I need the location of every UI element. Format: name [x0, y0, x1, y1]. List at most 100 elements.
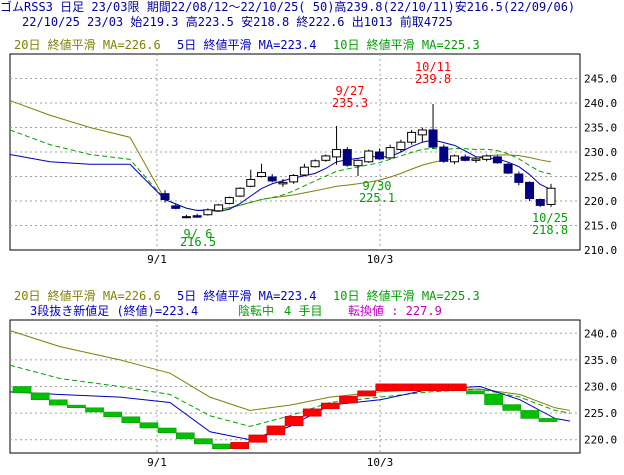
legend-ma20: 20日 終値平滑 MA=226.6	[14, 37, 161, 52]
up-brick	[411, 383, 431, 392]
candle-body	[278, 181, 288, 185]
up-brick	[429, 383, 449, 392]
legend-state: 陰転中	[238, 303, 274, 318]
ma10-line	[9, 129, 552, 211]
x-tick-label: 10/3	[367, 253, 394, 266]
down-brick	[484, 393, 503, 405]
candle-body	[450, 155, 459, 163]
chart-header-line2: 22/10/25 23/03 始219.3 高223.5 安218.8 終222…	[0, 15, 624, 30]
up-brick	[339, 395, 358, 404]
annotation-date: 10/11	[415, 60, 451, 74]
y-tick-label: 235.0	[584, 354, 617, 367]
legend2-ma10: 10日 終値平滑 MA=225.3	[333, 288, 480, 303]
annotation-value: 218.8	[532, 223, 568, 237]
legend2-ma5: 5日 終値平滑 MA=223.4	[177, 288, 316, 303]
down-brick	[538, 418, 558, 422]
candle-body	[471, 158, 481, 161]
candle-body	[342, 149, 352, 166]
y-tick-label: 230.0	[584, 146, 617, 159]
down-brick	[502, 404, 522, 411]
candle-body	[192, 215, 202, 218]
annotation-date: 9/ 6	[184, 227, 213, 241]
candle-body	[299, 166, 309, 176]
y-tick-label: 215.0	[584, 220, 617, 233]
y-tick-label: 235.0	[584, 122, 617, 135]
up-brick	[284, 416, 304, 427]
x-tick-label: 9/1	[147, 456, 167, 469]
candle-body	[546, 187, 556, 205]
candle-body	[353, 159, 363, 167]
legend2-ma20: 20日 終値平滑 MA=226.6	[14, 288, 161, 303]
candle-body	[310, 160, 320, 168]
ma20-line	[9, 100, 552, 211]
up-brick	[302, 408, 322, 417]
candle-body	[267, 176, 277, 182]
down-brick	[194, 438, 213, 445]
y-tick-label: 225.0	[584, 171, 617, 184]
candle-body	[374, 151, 384, 160]
annotation-date: 9/27	[336, 84, 365, 98]
up-brick	[375, 383, 395, 392]
down-brick	[85, 407, 104, 413]
candle-body	[246, 178, 256, 187]
up-brick	[248, 434, 268, 443]
annotation-date: 9/30	[363, 179, 392, 193]
down-brick	[30, 392, 50, 401]
annotation-value: 216.5	[180, 235, 216, 249]
candle-body	[235, 187, 245, 197]
down-brick	[212, 443, 231, 449]
candle-body	[439, 146, 449, 162]
candle-body	[492, 156, 502, 164]
candle-body	[503, 163, 513, 174]
up-brick	[447, 383, 467, 392]
candle-body	[181, 216, 191, 219]
down-brick	[157, 427, 177, 434]
chart-header-line1: ゴムRSS3 日足 23/03限 期間22/08/12～22/10/25( 50…	[0, 0, 624, 15]
up-brick	[266, 425, 286, 436]
candle-body	[171, 205, 181, 209]
legend-steps: 4 手目	[284, 304, 322, 318]
up-brick	[321, 402, 340, 410]
candle-body	[417, 129, 427, 136]
down-brick	[121, 416, 141, 423]
up-brick	[393, 383, 413, 392]
down-brick	[103, 411, 123, 418]
down-brick	[175, 432, 195, 439]
candle-body	[514, 173, 524, 183]
candle-body	[224, 197, 234, 204]
candle-body	[525, 181, 535, 200]
legend-ma5: 5日 終値平滑 MA=223.4	[177, 37, 316, 52]
down-brick	[12, 386, 32, 394]
candle-body	[535, 199, 545, 206]
candle-body	[160, 193, 170, 201]
y-tick-label: 240.0	[584, 327, 617, 340]
candle-body	[203, 209, 213, 216]
down-brick	[48, 399, 68, 406]
x-tick-label: 10/3	[367, 456, 394, 469]
y-tick-label: 240.0	[584, 97, 617, 110]
down-brick	[520, 410, 540, 419]
y-tick-label: 210.0	[584, 244, 617, 257]
candle-body	[321, 155, 331, 161]
up-brick	[230, 442, 249, 449]
candle-body	[428, 129, 438, 148]
up-brick	[357, 390, 376, 397]
y-tick-label: 225.0	[584, 407, 617, 420]
y-tick-label: 220.0	[584, 195, 617, 208]
y-tick-label: 220.0	[584, 434, 617, 447]
candle-body	[396, 141, 406, 151]
annotation-value: 235.3	[332, 96, 368, 110]
ma20-line-lower	[9, 330, 571, 411]
candle-body	[407, 131, 417, 143]
candle-body	[482, 155, 492, 160]
candle-body	[385, 147, 395, 159]
candle-body	[364, 150, 374, 163]
legend-reversal: 転換値 : 227.9	[348, 303, 442, 318]
annotation-value: 225.1	[359, 191, 395, 205]
legend-threeline: 3段抜き新値足 (終値)=223.4	[30, 303, 198, 318]
candle-body	[214, 204, 224, 212]
candle-body	[460, 156, 470, 161]
legend-ma10: 10日 終値平滑 MA=225.3	[333, 37, 480, 52]
down-brick	[67, 404, 86, 409]
